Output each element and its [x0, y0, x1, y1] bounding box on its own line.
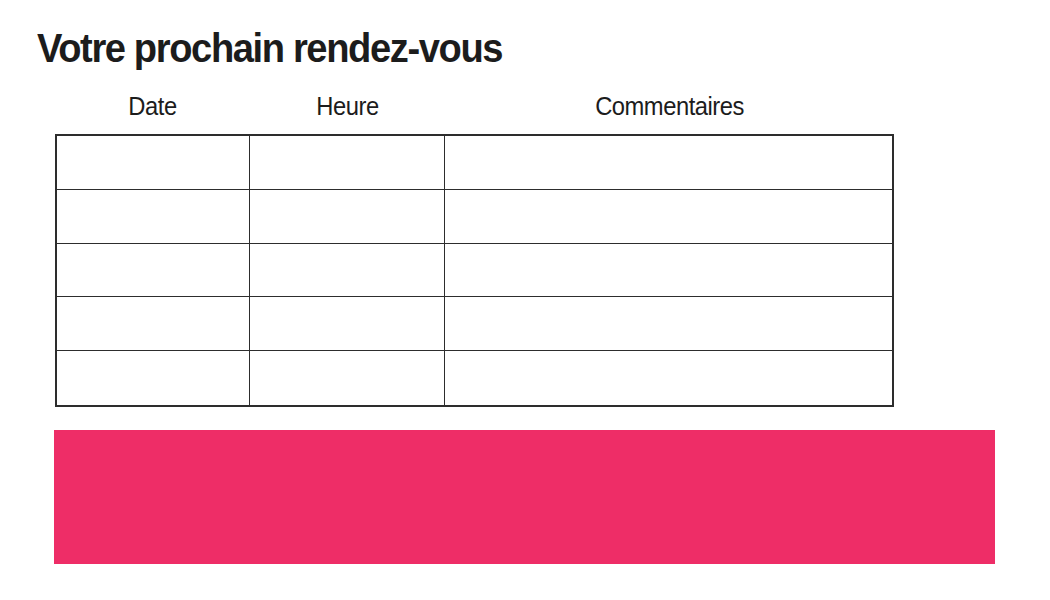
table-cell: [57, 244, 250, 297]
table-header-row: Date Heure Commentaires: [55, 91, 894, 121]
table-cell: [445, 244, 892, 297]
table-cell: [250, 136, 445, 189]
table-cell: [57, 190, 250, 243]
column-header-heure: Heure: [255, 91, 440, 121]
table-cell: [250, 190, 445, 243]
table-cell: [445, 351, 892, 405]
table-cell: [250, 351, 445, 405]
table-row: [57, 244, 892, 298]
table-cell: [445, 297, 892, 350]
table-cell: [57, 297, 250, 350]
table-row: [57, 351, 892, 405]
page-title: Votre prochain rendez-vous: [37, 26, 502, 71]
appointments-table: [55, 134, 894, 407]
table-cell: [445, 190, 892, 243]
table-cell: [57, 136, 250, 189]
column-header-commentaires: Commentaires: [456, 91, 883, 121]
table-row: [57, 190, 892, 244]
table-cell: [250, 297, 445, 350]
table-row: [57, 136, 892, 190]
table-cell: [57, 351, 250, 405]
table-row: [57, 297, 892, 351]
column-header-date: Date: [60, 91, 245, 121]
page: Votre prochain rendez-vous Date Heure Co…: [0, 0, 1050, 600]
table-cell: [250, 244, 445, 297]
accent-banner: [54, 430, 995, 564]
table-cell: [445, 136, 892, 189]
